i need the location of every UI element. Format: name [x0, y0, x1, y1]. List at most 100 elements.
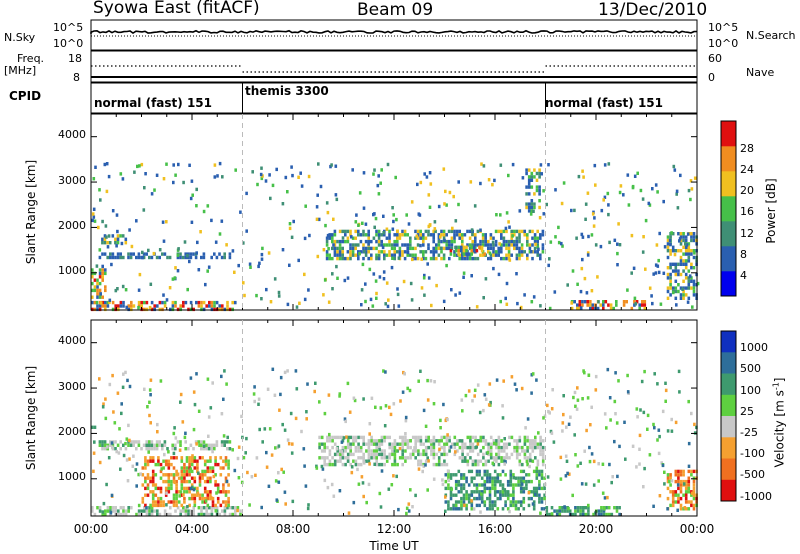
- echo-cell: [682, 493, 685, 497]
- echo-cell: [475, 473, 479, 477]
- echo-cell: [461, 233, 464, 237]
- echo-cell: [182, 304, 185, 308]
- echo-cell: [427, 229, 430, 234]
- echo-cell: [101, 447, 104, 451]
- echo-cell: [198, 493, 202, 497]
- echo-cell: [248, 262, 252, 266]
- echo-cell: [146, 476, 150, 480]
- echo-cell: [419, 459, 423, 463]
- echo-cell: [424, 424, 428, 428]
- echo-cell: [357, 482, 361, 486]
- echo-cell: [527, 182, 531, 186]
- echo-cell: [618, 243, 622, 247]
- echo-cell: [362, 229, 365, 234]
- echo-cell: [178, 494, 181, 498]
- echo-cell: [195, 204, 198, 208]
- echo-cell: [570, 306, 574, 311]
- echo-cell: [444, 479, 448, 484]
- echo-cell: [367, 242, 370, 246]
- echo-cell: [425, 175, 429, 179]
- colorbar-swatch: [721, 458, 736, 481]
- echo-cell: [159, 486, 163, 491]
- echo-cell: [318, 400, 321, 404]
- echo-cell: [213, 163, 217, 167]
- echo-cell: [407, 502, 411, 506]
- echo-cell: [586, 251, 590, 255]
- echo-cell: [175, 469, 178, 474]
- echo-cell: [677, 486, 680, 491]
- echo-cell: [187, 447, 190, 451]
- echo-cell: [106, 245, 110, 249]
- echo-cell: [126, 479, 130, 483]
- echo-cell: [478, 469, 481, 474]
- echo-cell: [202, 255, 206, 260]
- echo-cell: [424, 435, 428, 440]
- echo-cell: [445, 243, 448, 247]
- echo-cell: [351, 243, 355, 247]
- echo-cell: [154, 486, 158, 491]
- echo-cell: [562, 412, 565, 417]
- echo-cell: [466, 229, 469, 234]
- echo-cell: [149, 479, 152, 484]
- echo-cell: [221, 175, 224, 179]
- echo-cell: [679, 486, 683, 491]
- echo-cell: [336, 435, 339, 440]
- echo-cell: [338, 229, 342, 234]
- echo-cell: [155, 255, 159, 260]
- echo-cell: [659, 302, 663, 306]
- echo-cell: [316, 193, 319, 197]
- echo-cell: [663, 245, 667, 249]
- echo-cell: [479, 243, 482, 247]
- echo-cell: [218, 512, 221, 517]
- echo-cell: [220, 443, 224, 447]
- echo-cell: [577, 174, 581, 179]
- echo-cell: [530, 496, 533, 501]
- echo-cell: [661, 463, 665, 468]
- echo-cell: [365, 442, 368, 446]
- echo-cell: [609, 306, 613, 311]
- echo-cell: [643, 369, 646, 374]
- echo-cell: [104, 285, 107, 289]
- echo-cell: [527, 202, 531, 206]
- echo-cell: [119, 512, 123, 517]
- echo-cell: [678, 390, 681, 394]
- echo-cell: [456, 442, 459, 446]
- echo-cell: [331, 272, 334, 276]
- echo-cell: [600, 509, 603, 513]
- echo-cell: [354, 435, 358, 440]
- nave-tick-top: 60: [708, 52, 722, 65]
- echo-cell: [677, 283, 680, 287]
- echo-cell: [640, 379, 644, 384]
- echo-cell: [157, 503, 160, 508]
- velocity-colorbar: [720, 330, 737, 502]
- echo-cell: [132, 454, 135, 458]
- echo-cell: [393, 442, 397, 446]
- echo-cell: [157, 486, 160, 491]
- echo-cell: [583, 371, 586, 375]
- echo-cell: [111, 509, 115, 513]
- echo-cell: [532, 209, 535, 213]
- echo-cell: [687, 242, 691, 246]
- echo-cell: [440, 256, 443, 261]
- echo-cell: [367, 239, 370, 244]
- echo-cell: [327, 247, 330, 251]
- echo-cell: [611, 475, 614, 479]
- echo-cell: [644, 218, 648, 223]
- echo-cell: [383, 424, 387, 428]
- echo-cell: [283, 370, 287, 375]
- echo-cell: [510, 243, 513, 247]
- echo-cell: [663, 482, 666, 486]
- echo-cell: [642, 485, 645, 489]
- echo-cell: [467, 500, 471, 504]
- echo-cell: [111, 445, 114, 449]
- echo-cell: [446, 469, 450, 473]
- echo-cell: [672, 290, 675, 295]
- echo-cell: [409, 488, 412, 492]
- echo-cell: [432, 250, 435, 254]
- echo-cell: [506, 479, 510, 484]
- echo-cell: [401, 435, 404, 440]
- echo-cell: [227, 500, 230, 504]
- echo-cell: [114, 506, 117, 510]
- echo-cell: [357, 229, 360, 234]
- echo-cell: [484, 459, 488, 463]
